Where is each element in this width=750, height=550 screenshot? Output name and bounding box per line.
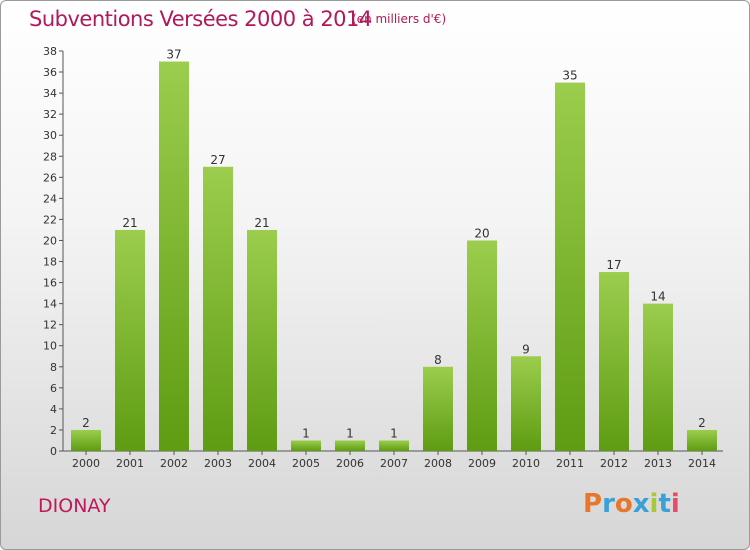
- y-tick-label: 20: [43, 234, 57, 247]
- proxiti-logo[interactable]: Proxiti: [583, 489, 680, 519]
- y-tick-label: 30: [43, 129, 57, 142]
- logo-letter: x: [632, 489, 650, 519]
- bar-2005: [291, 440, 321, 451]
- bar-2004: [247, 229, 277, 451]
- logo-letter: i: [670, 489, 680, 519]
- y-tick-label: 4: [50, 403, 57, 416]
- y-tick-label: 10: [43, 340, 57, 353]
- x-tick-label: 2005: [292, 457, 320, 470]
- bar-2002: [159, 61, 189, 452]
- bar-value-label: 35: [562, 69, 577, 83]
- x-tick-label: 2013: [644, 457, 672, 470]
- bar-2008: [423, 366, 453, 451]
- y-tick-label: 2: [50, 424, 57, 437]
- y-tick-label: 16: [43, 277, 57, 290]
- y-tick-label: 8: [50, 361, 57, 374]
- x-tick-label: 2007: [380, 457, 408, 470]
- logo-letter: r: [602, 489, 615, 519]
- y-tick-label: 28: [43, 150, 57, 163]
- bar-2001: [115, 229, 145, 451]
- bar-2003: [203, 166, 233, 451]
- bar-value-label: 2: [698, 416, 706, 430]
- y-tick-label: 12: [43, 319, 57, 332]
- y-tick-label: 6: [50, 382, 57, 395]
- y-tick-label: 0: [50, 445, 57, 458]
- bar-value-label: 1: [302, 426, 310, 440]
- bar-2012: [599, 272, 629, 451]
- logo-letter: t: [658, 489, 671, 519]
- x-tick-label: 2014: [688, 457, 716, 470]
- bar-2006: [335, 440, 365, 451]
- commune-name: DIONAY: [38, 495, 111, 517]
- y-tick-label: 18: [43, 256, 57, 269]
- x-tick-label: 2004: [248, 457, 276, 470]
- bar-value-label: 14: [650, 290, 665, 304]
- y-tick-label: 26: [43, 171, 57, 184]
- bar-2010: [511, 356, 541, 451]
- bar-value-label: 1: [390, 426, 398, 440]
- logo-letter: o: [614, 489, 633, 519]
- bar-2011: [555, 82, 585, 451]
- bar-value-label: 17: [606, 258, 621, 272]
- bar-2014: [687, 429, 717, 451]
- x-tick-label: 2012: [600, 457, 628, 470]
- y-tick-label: 24: [43, 192, 57, 205]
- bar-value-label: 1: [346, 426, 354, 440]
- bar-value-label: 37: [166, 48, 181, 62]
- x-tick-label: 2006: [336, 457, 364, 470]
- x-tick-label: 2002: [160, 457, 188, 470]
- y-tick-label: 22: [43, 213, 57, 226]
- bar-value-label: 9: [522, 342, 530, 356]
- bar-value-label: 8: [434, 353, 442, 367]
- y-tick-label: 32: [43, 108, 57, 121]
- logo-letter: P: [583, 489, 603, 519]
- bar-2009: [467, 240, 497, 451]
- y-tick-label: 36: [43, 66, 57, 79]
- bar-value-label: 20: [474, 226, 489, 240]
- bar-2013: [643, 303, 673, 451]
- bar-value-label: 2: [82, 416, 90, 430]
- bar-value-label: 27: [210, 153, 225, 167]
- bar-value-label: 21: [254, 216, 269, 230]
- x-axis: 2000 2001 2002 2003 2004 2005 2006 2007 2008 2009…: [63, 450, 723, 470]
- logo-letter: i: [649, 489, 659, 519]
- y-tick-label: 14: [43, 298, 57, 311]
- x-tick-label: 2000: [72, 457, 100, 470]
- y-tick-label: 38: [43, 45, 57, 58]
- x-tick-label: 2010: [512, 457, 540, 470]
- x-tick-label: 2003: [204, 457, 232, 470]
- x-tick-label: 2008: [424, 457, 452, 470]
- y-tick-label: 34: [43, 87, 57, 100]
- x-tick-label: 2011: [556, 457, 584, 470]
- x-tick-label: 2001: [116, 457, 144, 470]
- bar-2000: [71, 429, 101, 451]
- bar-value-label: 21: [122, 216, 137, 230]
- chart-subtitle: (en milliers d'€): [352, 12, 447, 26]
- x-tick-label: 2009: [468, 457, 496, 470]
- bar-2007: [379, 440, 409, 451]
- chart-title: Subventions Versées 2000 à 2014: [29, 7, 372, 31]
